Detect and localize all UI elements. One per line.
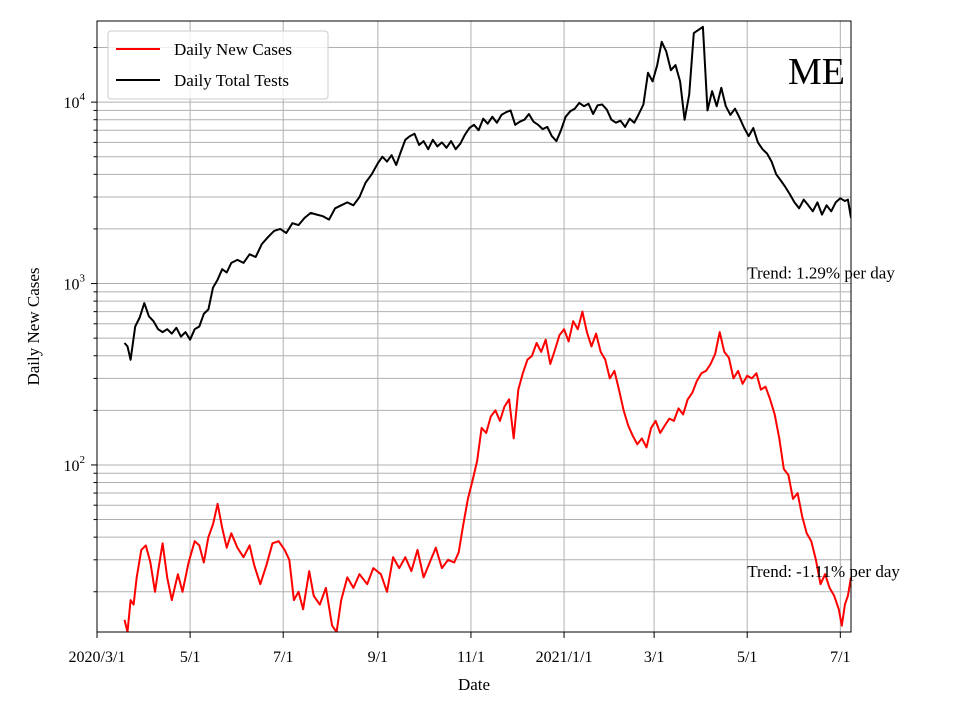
x-tick-label: 3/1 [644, 649, 664, 666]
x-tick-label: 11/1 [457, 649, 485, 666]
legend-box [107, 30, 329, 100]
x-axis-title: Date [458, 675, 490, 694]
legend-label-daily-total-tests: Daily Total Tests [174, 71, 289, 90]
x-tick-label: 5/1 [180, 649, 200, 666]
x-tick-label: 7/1 [830, 649, 850, 666]
legend-label-daily-new-cases: Daily New Cases [174, 40, 292, 59]
series-layer [123, 25, 851, 632]
x-tick-label: 2020/3/1 [69, 649, 126, 666]
plot-frame [96, 20, 852, 633]
y-tick-label: 103 [64, 273, 86, 294]
tick-layer [91, 47, 841, 638]
y-tick-label: 102 [64, 454, 86, 475]
trend-annotation-tests: Trend: 1.29% per day [747, 264, 895, 283]
legend: Daily New Cases Daily Total Tests [107, 30, 329, 100]
region-label: ME [788, 51, 845, 93]
y-tick-label: 104 [64, 91, 86, 112]
y-axis-title: Daily New Cases [24, 267, 43, 385]
series-line-daily-new-cases [123, 310, 851, 632]
x-tick-label: 2021/1/1 [536, 649, 593, 666]
trend-annotation-cases: Trend: -1.11% per day [747, 562, 900, 581]
series-line-daily-total-tests [123, 25, 851, 361]
x-tick-label: 5/1 [737, 649, 757, 666]
x-tick-label: 9/1 [368, 649, 388, 666]
x-tick-label: 7/1 [273, 649, 293, 666]
label-layer: 2020/3/1 5/1 7/1 9/1 11/1 2021/1/1 3/1 5/1 7/1 10… [64, 91, 851, 666]
